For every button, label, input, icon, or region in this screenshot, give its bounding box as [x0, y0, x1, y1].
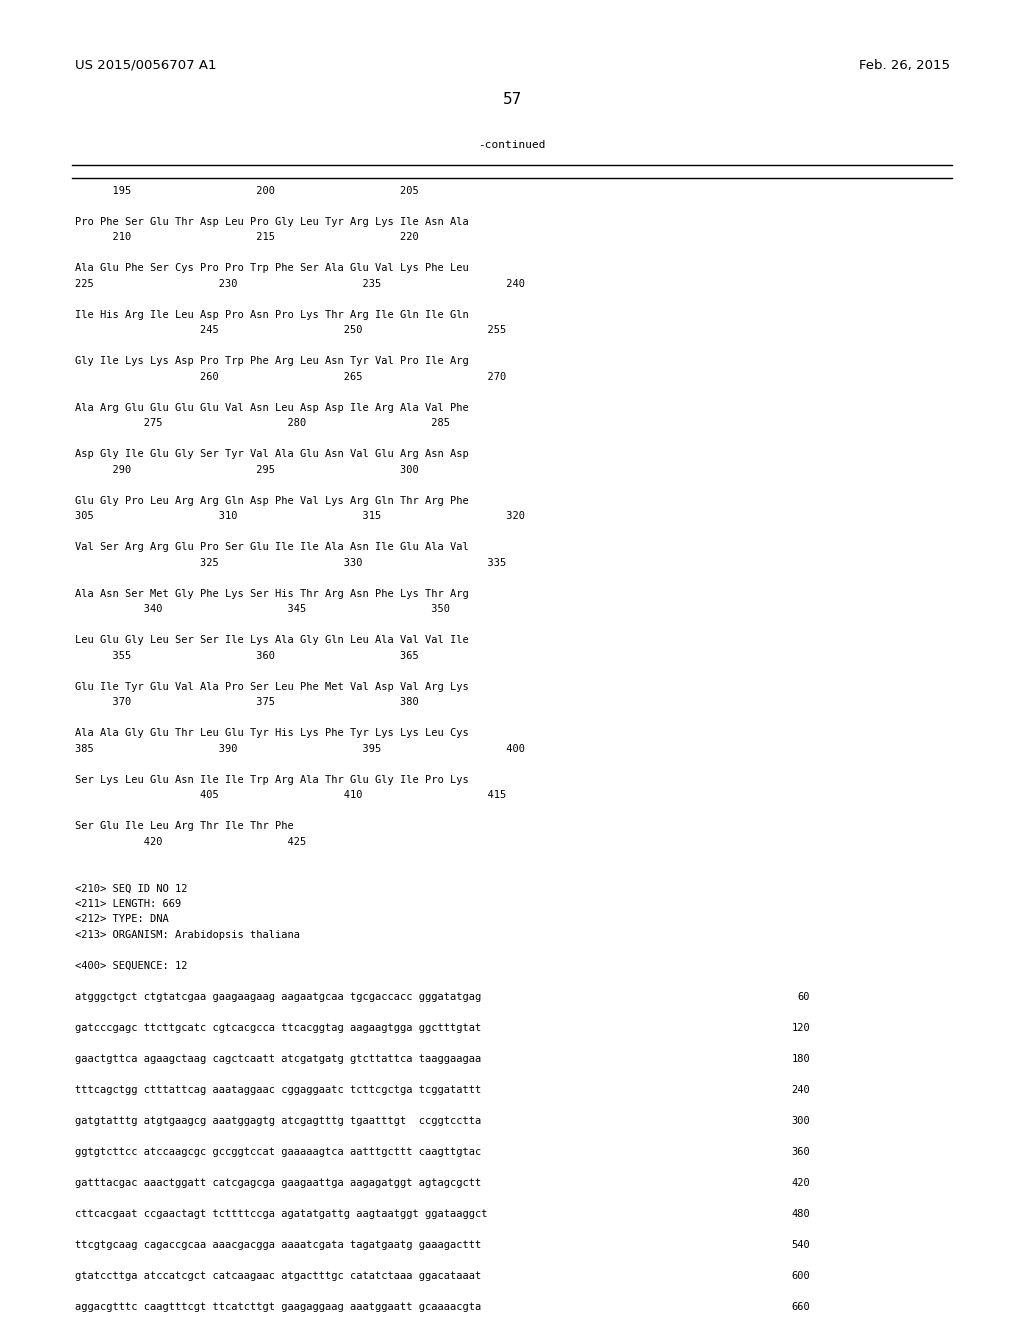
Text: <400> SEQUENCE: 12: <400> SEQUENCE: 12: [75, 961, 187, 970]
Text: 370                    375                    380: 370 375 380: [75, 697, 419, 708]
Text: 290                    295                    300: 290 295 300: [75, 465, 419, 475]
Text: <212> TYPE: DNA: <212> TYPE: DNA: [75, 915, 169, 924]
Text: atgggctgct ctgtatcgaa gaagaagaag aagaatgcaa tgcgaccacc gggatatgag: atgggctgct ctgtatcgaa gaagaagaag aagaatg…: [75, 991, 481, 1002]
Text: 325                    330                    335: 325 330 335: [75, 558, 506, 568]
Text: Asp Gly Ile Glu Gly Ser Tyr Val Ala Glu Asn Val Glu Arg Asn Asp: Asp Gly Ile Glu Gly Ser Tyr Val Ala Glu …: [75, 449, 469, 459]
Text: 260                    265                    270: 260 265 270: [75, 372, 506, 381]
Text: 480: 480: [792, 1209, 810, 1218]
Text: 240: 240: [792, 1085, 810, 1094]
Text: 57: 57: [503, 92, 521, 107]
Text: 340                    345                    350: 340 345 350: [75, 605, 450, 614]
Text: ttcgtgcaag cagaccgcaa aaacgacgga aaaatcgata tagatgaatg gaaagacttt: ttcgtgcaag cagaccgcaa aaacgacgga aaaatcg…: [75, 1239, 481, 1250]
Text: US 2015/0056707 A1: US 2015/0056707 A1: [75, 58, 216, 71]
Text: Ala Asn Ser Met Gly Phe Lys Ser His Thr Arg Asn Phe Lys Thr Arg: Ala Asn Ser Met Gly Phe Lys Ser His Thr …: [75, 589, 469, 599]
Text: 600: 600: [792, 1271, 810, 1280]
Text: 360: 360: [792, 1147, 810, 1156]
Text: 420: 420: [792, 1177, 810, 1188]
Text: 305                    310                    315                    320: 305 310 315 320: [75, 511, 525, 521]
Text: 275                    280                    285: 275 280 285: [75, 418, 450, 428]
Text: 245                    250                    255: 245 250 255: [75, 325, 506, 335]
Text: Leu Glu Gly Leu Ser Ser Ile Lys Ala Gly Gln Leu Ala Val Val Ile: Leu Glu Gly Leu Ser Ser Ile Lys Ala Gly …: [75, 635, 469, 645]
Text: ggtgtcttcc atccaagcgc gccggtccat gaaaaagtca aatttgcttt caagttgtac: ggtgtcttcc atccaagcgc gccggtccat gaaaaag…: [75, 1147, 481, 1156]
Text: Glu Ile Tyr Glu Val Ala Pro Ser Leu Phe Met Val Asp Val Arg Lys: Glu Ile Tyr Glu Val Ala Pro Ser Leu Phe …: [75, 681, 469, 692]
Text: Glu Gly Pro Leu Arg Arg Gln Asp Phe Val Lys Arg Gln Thr Arg Phe: Glu Gly Pro Leu Arg Arg Gln Asp Phe Val …: [75, 496, 469, 506]
Text: Ala Glu Phe Ser Cys Pro Pro Trp Phe Ser Ala Glu Val Lys Phe Leu: Ala Glu Phe Ser Cys Pro Pro Trp Phe Ser …: [75, 263, 469, 273]
Text: 225                    230                    235                    240: 225 230 235 240: [75, 279, 525, 289]
Text: gatgtatttg atgtgaagcg aaatggagtg atcgagtttg tgaatttgt  ccggtcctta: gatgtatttg atgtgaagcg aaatggagtg atcgagt…: [75, 1115, 481, 1126]
Text: 300: 300: [792, 1115, 810, 1126]
Text: Ser Lys Leu Glu Asn Ile Ile Trp Arg Ala Thr Glu Gly Ile Pro Lys: Ser Lys Leu Glu Asn Ile Ile Trp Arg Ala …: [75, 775, 469, 785]
Text: aggacgtttc caagtttcgt ttcatcttgt gaagaggaag aaatggaatt gcaaaacgta: aggacgtttc caagtttcgt ttcatcttgt gaagagg…: [75, 1302, 481, 1312]
Text: 60: 60: [798, 991, 810, 1002]
Text: 660: 660: [792, 1302, 810, 1312]
Text: <211> LENGTH: 669: <211> LENGTH: 669: [75, 899, 181, 908]
Text: gaactgttca agaagctaag cagctcaatt atcgatgatg gtcttattca taaggaagaa: gaactgttca agaagctaag cagctcaatt atcgatg…: [75, 1053, 481, 1064]
Text: Ser Glu Ile Leu Arg Thr Ile Thr Phe: Ser Glu Ile Leu Arg Thr Ile Thr Phe: [75, 821, 294, 832]
Text: 180: 180: [792, 1053, 810, 1064]
Text: 540: 540: [792, 1239, 810, 1250]
Text: 420                    425: 420 425: [75, 837, 306, 846]
Text: gatcccgagc ttcttgcatc cgtcacgcca ttcacggtag aagaagtgga ggctttgtat: gatcccgagc ttcttgcatc cgtcacgcca ttcacgg…: [75, 1023, 481, 1032]
Text: Ile His Arg Ile Leu Asp Pro Asn Pro Lys Thr Arg Ile Gln Ile Gln: Ile His Arg Ile Leu Asp Pro Asn Pro Lys …: [75, 310, 469, 319]
Text: 355                    360                    365: 355 360 365: [75, 651, 419, 661]
Text: Feb. 26, 2015: Feb. 26, 2015: [859, 58, 950, 71]
Text: cttcacgaat ccgaactagt tcttttccga agatatgattg aagtaatggt ggataaggct: cttcacgaat ccgaactagt tcttttccga agatatg…: [75, 1209, 487, 1218]
Text: gtatccttga atccatcgct catcaagaac atgactttgc catatctaaa ggacataaat: gtatccttga atccatcgct catcaagaac atgactt…: [75, 1271, 481, 1280]
Text: <210> SEQ ID NO 12: <210> SEQ ID NO 12: [75, 883, 187, 894]
Text: Gly Ile Lys Lys Asp Pro Trp Phe Arg Leu Asn Tyr Val Pro Ile Arg: Gly Ile Lys Lys Asp Pro Trp Phe Arg Leu …: [75, 356, 469, 366]
Text: Ala Ala Gly Glu Thr Leu Glu Tyr His Lys Phe Tyr Lys Lys Leu Cys: Ala Ala Gly Glu Thr Leu Glu Tyr His Lys …: [75, 729, 469, 738]
Text: Val Ser Arg Arg Glu Pro Ser Glu Ile Ile Ala Asn Ile Glu Ala Val: Val Ser Arg Arg Glu Pro Ser Glu Ile Ile …: [75, 543, 469, 552]
Text: -continued: -continued: [478, 140, 546, 150]
Text: 210                    215                    220: 210 215 220: [75, 232, 419, 243]
Text: <213> ORGANISM: Arabidopsis thaliana: <213> ORGANISM: Arabidopsis thaliana: [75, 929, 300, 940]
Text: tttcagctgg ctttattcag aaataggaac cggaggaatc tcttcgctga tcggatattt: tttcagctgg ctttattcag aaataggaac cggagga…: [75, 1085, 481, 1094]
Text: Pro Phe Ser Glu Thr Asp Leu Pro Gly Leu Tyr Arg Lys Ile Asn Ala: Pro Phe Ser Glu Thr Asp Leu Pro Gly Leu …: [75, 216, 469, 227]
Text: Ala Arg Glu Glu Glu Glu Val Asn Leu Asp Asp Ile Arg Ala Val Phe: Ala Arg Glu Glu Glu Glu Val Asn Leu Asp …: [75, 403, 469, 413]
Text: 405                    410                    415: 405 410 415: [75, 791, 506, 800]
Text: 385                    390                    395                    400: 385 390 395 400: [75, 743, 525, 754]
Text: 195                    200                    205: 195 200 205: [75, 186, 419, 195]
Text: gatttacgac aaactggatt catcgagcga gaagaattga aagagatggt agtagcgctt: gatttacgac aaactggatt catcgagcga gaagaat…: [75, 1177, 481, 1188]
Text: 120: 120: [792, 1023, 810, 1032]
